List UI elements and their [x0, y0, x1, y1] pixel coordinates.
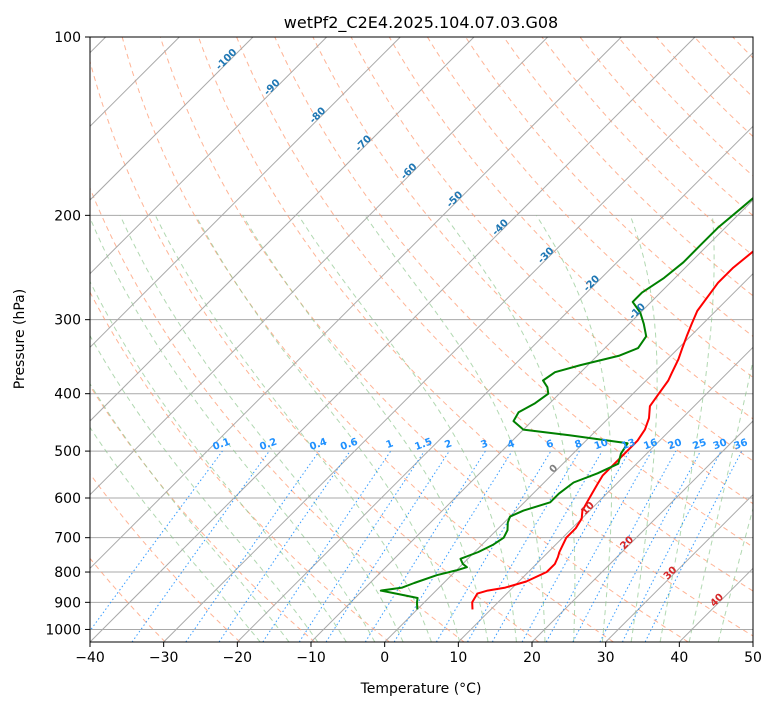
- mixing-ratio-line: [325, 450, 450, 642]
- mixing-ratio-label: 6: [545, 438, 555, 451]
- axes: −40 −30 −20 −10 0 10 20 30 40 50 100 200 300 400 500 60…: [45, 30, 762, 666]
- isotherm: [90, 37, 696, 642]
- mixing-ratio-label: 2: [443, 438, 453, 451]
- mixing-ratio-line: [572, 450, 677, 642]
- moist-adiabat: [242, 215, 489, 642]
- mixing-ratio-line: [545, 450, 653, 642]
- mixing-ratio-label: 30: [712, 437, 729, 452]
- dry-adiabat: [159, 37, 689, 642]
- dry-adiabat: [90, 472, 241, 642]
- x-axis-label: Temperature (°C): [360, 681, 482, 697]
- dry-adiabat: [90, 291, 390, 642]
- moist-adiabat: [195, 215, 461, 642]
- isotherm: [90, 37, 401, 349]
- isotherm: [90, 37, 622, 570]
- mixing-ratio-line: [131, 450, 270, 642]
- dry-adiabat: [90, 557, 166, 642]
- mixing-ratio-label: 25: [691, 437, 708, 452]
- moist-adiabat: [535, 215, 613, 642]
- mixing-ratio-line: [298, 450, 425, 642]
- y-tick-label: 300: [54, 313, 81, 329]
- y-tick-label: 100: [54, 30, 81, 46]
- isotherm: [236, 125, 753, 642]
- x-tick-label: 40: [670, 650, 688, 666]
- moist-adiabat: [444, 215, 576, 642]
- mixing-ratio-line: [393, 450, 513, 642]
- isotherm: [384, 272, 753, 642]
- isotherm: [90, 37, 328, 275]
- dry-adiabat: [465, 37, 753, 338]
- moist-adiabat: [688, 358, 753, 642]
- isotherm: [531, 420, 753, 642]
- mixing-ratio-line: [521, 450, 630, 642]
- y-tick-label: 1000: [45, 622, 81, 638]
- isotherm: [605, 493, 753, 642]
- isotherm: [310, 199, 753, 642]
- mixing-ratio-label: 13: [620, 437, 637, 452]
- x-tick-label: −40: [75, 650, 105, 666]
- chart-title: wetPf2_C2E4.2025.104.07.03.G08: [284, 13, 558, 33]
- x-tick-label: 30: [597, 650, 615, 666]
- mixing-ratio-label: 1: [385, 438, 395, 451]
- dry-adiabat: [274, 37, 753, 548]
- mixing-ratio-line: [185, 450, 320, 642]
- background-lines: [90, 37, 753, 642]
- y-tick-label: 200: [54, 208, 81, 224]
- y-axis-label: Pressure (hPa): [12, 289, 28, 389]
- moist-adiabat: [629, 215, 658, 642]
- moist-adiabat: [90, 426, 261, 642]
- dry-adiabat: [236, 37, 753, 592]
- isotherm: [457, 346, 753, 642]
- moist-adiabat: [659, 215, 715, 642]
- dry-adiabat: [388, 37, 753, 420]
- dry-adiabat: [350, 37, 753, 462]
- x-tick-label: 50: [744, 650, 762, 666]
- moist-adiabat: [90, 334, 319, 642]
- moist-adiabat: [119, 215, 404, 642]
- mixing-ratio-line: [218, 450, 351, 642]
- isotherm: [163, 51, 753, 642]
- moist-adiabat: [90, 216, 376, 642]
- isotherm: [90, 37, 475, 422]
- dry-adiabat: [312, 37, 753, 505]
- mixing-ratio-label: 8: [573, 438, 583, 451]
- x-tick-label: −20: [223, 650, 253, 666]
- dry-adiabat: [503, 37, 753, 297]
- y-tick-label: 700: [54, 531, 81, 547]
- mixing-ratio-line: [90, 450, 223, 632]
- moist-adiabat: [297, 215, 517, 642]
- isotherm: [90, 37, 549, 496]
- mixing-ratio-line: [262, 450, 392, 642]
- moist-adiabat: [364, 215, 546, 642]
- isotherm: [90, 37, 254, 201]
- x-tick-label: 0: [380, 650, 389, 666]
- y-tick-label: 600: [54, 491, 81, 507]
- mixing-ratio-label: 4: [506, 438, 516, 451]
- x-tick-label: −30: [149, 650, 179, 666]
- dry-adiabat: [90, 186, 465, 642]
- y-tick-label: 500: [54, 444, 81, 460]
- mixing-ratio-line: [644, 450, 743, 642]
- moist-adiabat: [90, 280, 347, 642]
- dry-adiabat: [121, 37, 614, 642]
- y-tick-label: 400: [54, 387, 81, 403]
- mixing-ratio-label: 36: [733, 437, 750, 452]
- y-tick-label: 900: [54, 595, 81, 611]
- x-tick-label: −10: [296, 650, 326, 666]
- plot-frame: [89, 36, 754, 643]
- dry-adiabat: [90, 59, 540, 642]
- moist-adiabat: [717, 506, 753, 642]
- mixing-ratio-label: 10: [593, 437, 610, 452]
- mixing-ratio-label: 3: [479, 438, 489, 451]
- temperature-profile-line: [471, 250, 753, 610]
- mixing-ratio-label: 16: [642, 437, 659, 452]
- mixing-ratio-label: 20: [667, 437, 684, 452]
- x-tick-label: 10: [449, 650, 467, 666]
- x-tick-label: 20: [523, 650, 541, 666]
- y-tick-label: 800: [54, 565, 81, 581]
